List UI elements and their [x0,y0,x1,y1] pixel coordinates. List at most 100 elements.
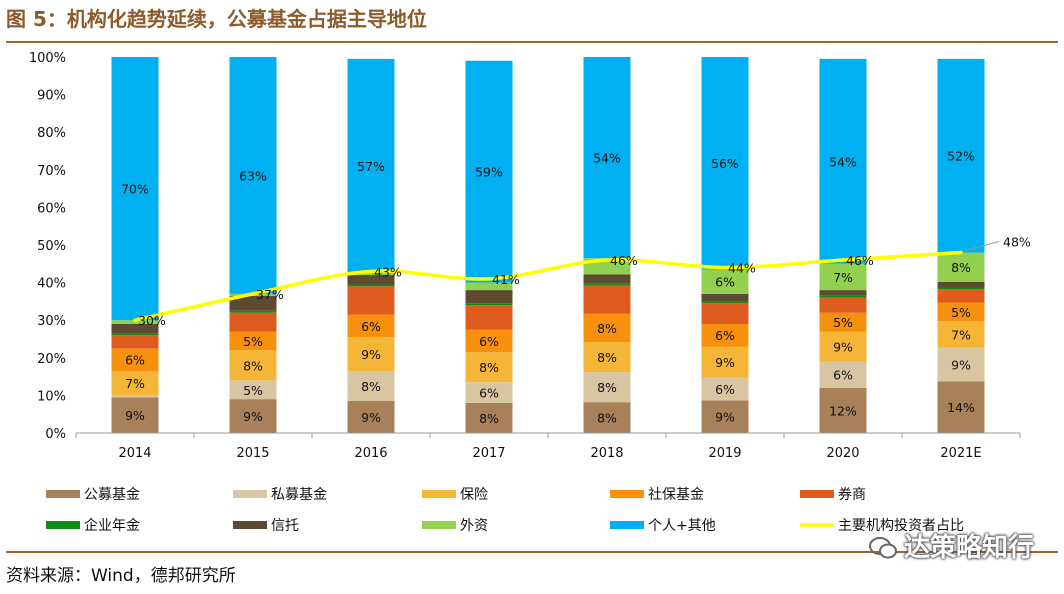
bar-value-label: 52% [947,149,975,164]
bar-value-label: 9% [951,358,971,373]
legend-swatch [800,490,834,498]
bar-value-label: 6% [715,382,735,397]
bar-segment [937,302,985,322]
bar-segment [229,310,277,313]
legend-label: 公募基金 [84,486,140,503]
bar-segment [229,57,277,294]
legend-item: 公募基金 [46,486,140,503]
bar-segment [701,293,749,302]
legend-label: 外资 [460,518,488,534]
bar-segment [937,58,985,253]
legend-swatch [610,490,644,498]
legend-label: 保险 [460,487,488,503]
x-tick-label: 2021E [940,446,981,461]
bar-value-label: 6% [833,368,853,383]
bar-segment [465,303,513,306]
bar-segment [819,263,867,291]
bar-segment [111,348,159,371]
bar-segment [347,314,395,338]
segment-labels: 9% 7% 6% 70% 9% 5% 8% 5% 63% 9% 8% 9% 6% 57% 8% 6% 8% 6% 5… [121,149,975,426]
bar-segment [583,372,631,403]
legend-label: 企业年金 [84,517,140,534]
bar-segment [701,57,749,270]
legend-item: 主要机构投资者占比 [800,518,964,534]
bar-value-label: 14% [947,400,975,415]
bar-segment [347,401,395,433]
legend-swatch [422,521,456,529]
bar-segment [819,331,867,362]
x-tick-label: 2016 [354,446,387,461]
bar-value-label: 8% [243,358,263,373]
bar-segment [583,274,631,284]
legend-label: 个人+其他 [648,518,716,534]
bar-value-label: 59% [475,165,503,180]
bar-value-label: 9% [715,355,735,370]
bar-value-label: 9% [243,409,263,424]
watermark-text: 达策略知行 [903,533,1034,563]
bar-segment [937,287,985,290]
figure-title: 图 5：机构化趋势延续，公募基金占据主导地位 [6,7,427,31]
line-series-path [133,250,963,322]
line-layer: 30% 37% 43% 41% 46% 44% 46% 48% [133,235,1031,328]
bar-segment [465,282,513,291]
bars [111,57,985,433]
bar-segment [229,331,277,351]
legend-swatch [46,521,80,529]
bar-value-label: 70% [121,182,149,197]
bar-value-label: 12% [829,403,857,418]
bar-value-label: 56% [711,156,739,171]
bar-value-label: 6% [361,319,381,334]
y-tick-label: 40% [37,277,66,292]
bar-segment [347,275,395,285]
legend-item: 保险 [422,487,488,503]
bar-segment [701,400,749,433]
legend-item: 外资 [422,518,488,534]
bar-segment [465,402,513,433]
bar-value-label: 9% [361,410,381,425]
legend-item: 企业年金 [46,517,140,534]
bar-segment [229,312,277,332]
x-tick-label: 2015 [236,446,269,461]
bar-segment [583,57,631,259]
legend-swatch [233,521,267,529]
bar-value-label: 6% [479,334,499,349]
y-tick-label: 10% [37,389,66,404]
bar-segment [937,281,985,288]
bar-value-label: 9% [715,410,735,425]
legend-label: 券商 [838,487,866,503]
bar-segment [583,283,631,286]
bar-segment [701,377,749,401]
wechat-icon [868,537,897,559]
bar-value-label: 63% [239,168,267,183]
legend-label: 私募基金 [271,486,327,503]
bar-value-label: 8% [597,350,617,365]
bar-segment [347,370,395,402]
legend-swatch [610,521,644,529]
line-value-label: 48% [1003,235,1031,250]
bar-segment [819,290,867,296]
bar-value-label: 8% [597,411,617,426]
line-value-label: 43% [374,264,402,279]
bar-segment [111,370,159,396]
bar-segment [701,269,749,294]
bar-segment [347,284,395,287]
bar-value-label: 8% [597,380,617,395]
y-tick-label: 90% [37,89,66,104]
y-tick-label: 70% [37,164,66,179]
line-value-label: 44% [728,261,756,276]
bar-segment [111,323,159,334]
legend-item: 券商 [800,487,866,503]
bar-segment [111,397,159,433]
bar-segment [347,58,395,274]
bar-segment [819,297,867,313]
bar-value-label: 57% [357,159,385,174]
bar-segment [111,395,159,398]
bar-value-label: 5% [243,383,263,398]
bar-segment [347,273,395,276]
bar-value-label: 5% [243,334,263,349]
line-value-label: 37% [256,287,284,302]
bar-segment [465,60,513,283]
bar-value-label: 8% [479,411,499,426]
y-tick-label: 30% [37,314,66,329]
bar-segment [465,352,513,383]
